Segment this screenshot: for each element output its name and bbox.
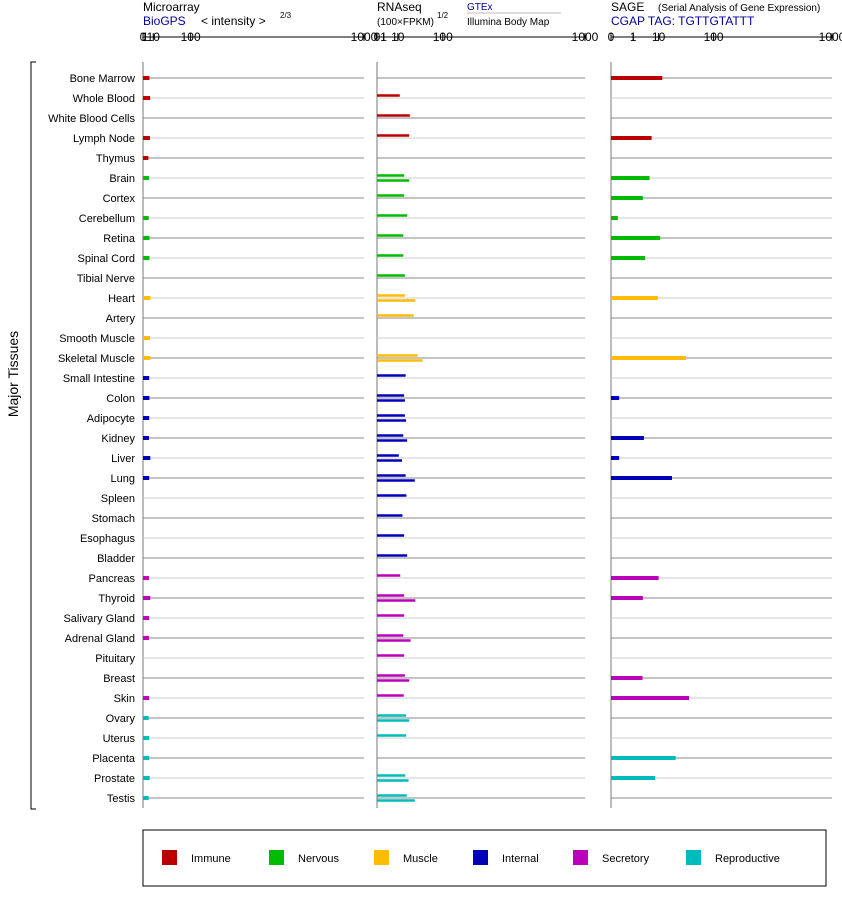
tissue-label: Prostate	[94, 773, 135, 785]
tissue-label: Thyroid	[98, 593, 135, 605]
legend-label: Internal	[502, 853, 539, 865]
legend-swatch	[374, 850, 389, 865]
tissue-label: Cortex	[103, 193, 136, 205]
rnaseq-tick-label: 1	[380, 30, 387, 44]
tissue-label: Kidney	[101, 433, 135, 445]
microarray-exponent: 2/3	[280, 11, 292, 20]
sage-subtitle: (Serial Analysis of Gene Expression)	[658, 3, 820, 14]
rnaseq-title: RNAseq	[377, 0, 422, 14]
sage-tick-label: 0	[608, 30, 615, 44]
tissue-label: Brain	[109, 173, 135, 185]
y-axis-label: Major Tissues	[5, 331, 21, 417]
rnaseq-exponent: 1/2	[437, 11, 449, 20]
tissue-label: Smooth Muscle	[59, 333, 135, 345]
tissue-label: Lung	[111, 473, 135, 485]
tissue-label: Spinal Cord	[78, 253, 135, 265]
tissue-label: Pancreas	[89, 573, 136, 585]
microarray-title: Microarray	[143, 0, 200, 14]
sage-tick-label: 1	[630, 30, 637, 44]
legend-label: Nervous	[298, 853, 339, 865]
tissue-label: Bone Marrow	[70, 73, 135, 85]
rnaseq-tick-label: 1000	[572, 30, 599, 44]
legend-label: Immune	[191, 853, 231, 865]
tissue-label: Retina	[103, 233, 136, 245]
sage-tick-label: 1000	[819, 30, 842, 44]
tissue-label: Salivary Gland	[63, 613, 135, 625]
tissue-label: Artery	[106, 313, 136, 325]
tissue-label: Uterus	[103, 733, 136, 745]
microarray-tick-label: 10	[147, 30, 161, 44]
tissue-label: Spleen	[101, 493, 135, 505]
rnaseq-tick-label: 10	[391, 30, 405, 44]
rnaseq-tick-label: 100	[433, 30, 453, 44]
y-axis-bracket	[30, 61, 36, 810]
legend-swatch	[269, 850, 284, 865]
tissue-label: Colon	[106, 393, 135, 405]
tissue-label: Pituitary	[95, 653, 135, 665]
sage-tag-label: CGAP TAG: TGTTGTATTT	[611, 14, 755, 28]
microarray-source: BioGPS	[143, 14, 186, 28]
sage-tick-label: 100	[704, 30, 724, 44]
legend-label: Muscle	[403, 853, 438, 865]
sage-tick-label: 10	[652, 30, 666, 44]
tissue-label: Esophagus	[80, 533, 136, 545]
sage-title: SAGE	[611, 0, 644, 14]
microarray-tick-label: 1	[142, 30, 149, 44]
rnaseq-tick-label: 0	[374, 30, 381, 44]
tissue-label: Liver	[111, 453, 135, 465]
tissue-label: Testis	[107, 793, 136, 805]
tissue-label: Skin	[114, 693, 135, 705]
legend-swatch	[162, 850, 177, 865]
tissue-label: Adipocyte	[87, 413, 135, 425]
legend-label: Secretory	[602, 853, 650, 865]
tissue-label: Ovary	[106, 713, 136, 725]
tissue-label: Placenta	[92, 753, 136, 765]
tissue-label: Bladder	[97, 553, 135, 565]
sage-panel: 0 1 10 100 1000	[608, 30, 842, 808]
rnaseq-source-ibm: Illumina Body Map	[467, 17, 550, 28]
tissue-label: Adrenal Gland	[65, 633, 135, 645]
microarray-tick-label: 100	[181, 30, 201, 44]
tissue-label: Cerebellum	[79, 213, 135, 225]
tissue-label: Stomach	[92, 513, 135, 525]
tissue-label: Whole Blood	[73, 93, 135, 105]
tissue-label: Thymus	[96, 153, 136, 165]
legend-swatch	[473, 850, 488, 865]
rnaseq-source-gtex: GTEx	[467, 2, 493, 13]
tissue-label: Breast	[103, 673, 135, 685]
tissue-label: Heart	[108, 293, 135, 305]
legend-swatch	[573, 850, 588, 865]
tissue-label: Tibial Nerve	[77, 273, 135, 285]
microarray-tick-label: 0	[140, 30, 147, 44]
rnaseq-panel: 0 1 10 100 1000	[374, 30, 599, 808]
legend-swatch	[686, 850, 701, 865]
tissue-label: Skeletal Muscle	[58, 353, 135, 365]
tissue-label: Small Intestine	[63, 373, 135, 385]
legend-label: Reproductive	[715, 853, 780, 865]
microarray-tick-label: 1000	[351, 30, 378, 44]
tissue-label: White Blood Cells	[48, 113, 135, 125]
tissue-label: Lymph Node	[73, 133, 135, 145]
rnaseq-scale: (100×FPKM)	[377, 17, 434, 28]
microarray-scale: < intensity >	[201, 14, 266, 28]
